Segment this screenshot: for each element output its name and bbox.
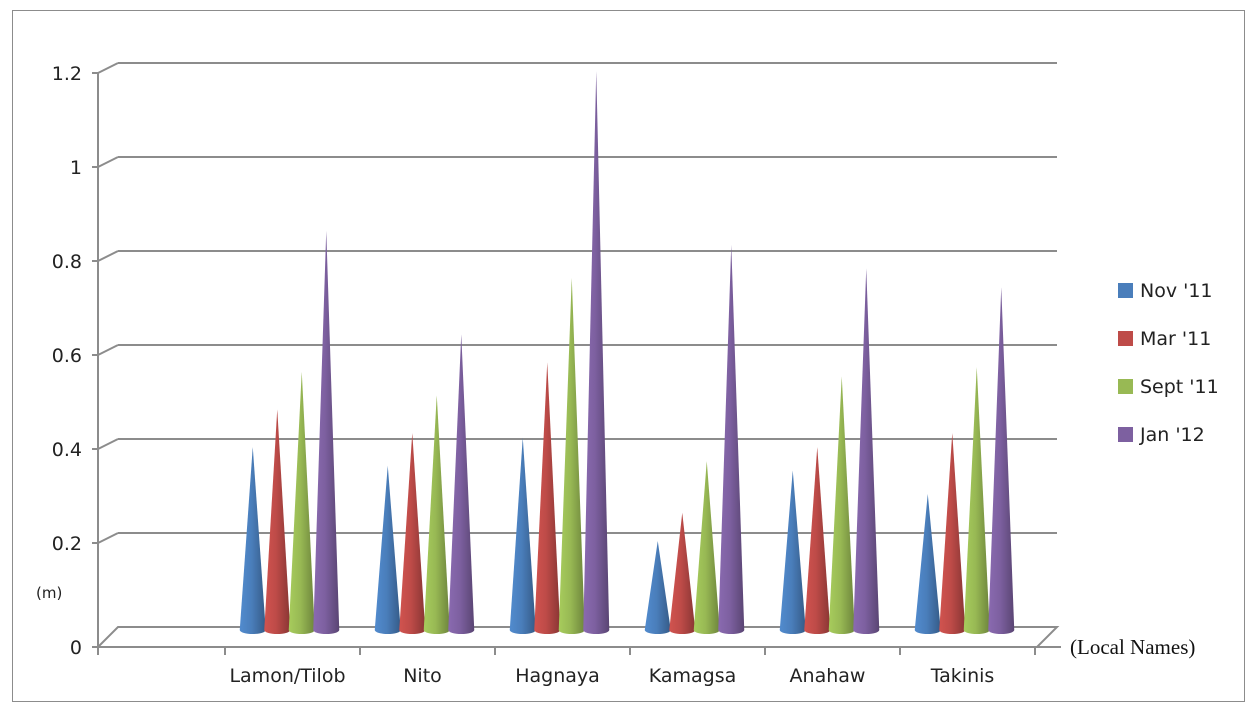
cone-0-1 xyxy=(264,409,291,634)
cone-5-2 xyxy=(963,367,990,634)
cone-1-0 xyxy=(374,465,401,634)
legend-entry: Sept '11 xyxy=(1140,376,1219,398)
category-label: Anahaw xyxy=(790,665,866,687)
cone-mark xyxy=(669,512,696,634)
legend-swatch xyxy=(1118,427,1133,442)
cone-0-3 xyxy=(313,230,340,635)
category-label: Takinis xyxy=(930,665,995,687)
y-tick-label: 0.2 xyxy=(52,533,82,555)
cone-mark xyxy=(534,362,561,634)
y-tick-label: 1.2 xyxy=(52,63,82,85)
cone-1-3 xyxy=(448,334,475,634)
category-label: Nito xyxy=(403,665,442,687)
cone-1-2 xyxy=(423,395,450,634)
legend-entry: Nov '11 xyxy=(1140,280,1213,302)
cone-mark xyxy=(718,244,745,634)
y-tick-label: 0.8 xyxy=(52,251,82,273)
gridline-depth xyxy=(97,344,119,356)
cone-mark xyxy=(558,277,585,634)
cone-mark xyxy=(423,395,450,634)
gridline-depth xyxy=(97,438,119,450)
chart-walls xyxy=(95,73,1061,655)
cone-4-2 xyxy=(828,376,855,634)
cone-mark xyxy=(693,461,720,634)
cone-mark xyxy=(374,465,401,634)
cone-mark xyxy=(644,541,671,634)
cone-3-2 xyxy=(693,461,720,634)
cone-3-0 xyxy=(644,541,671,634)
y-axis-unit-label: (m) xyxy=(36,584,62,602)
cone-4-3 xyxy=(853,268,880,634)
cone-5-1 xyxy=(939,432,966,634)
cone-mark xyxy=(853,268,880,634)
gridline-depth xyxy=(97,156,119,168)
category-label: Hagnaya xyxy=(515,665,600,687)
cone-2-3 xyxy=(583,71,610,634)
cone-5-3 xyxy=(988,287,1015,634)
cone-mark xyxy=(448,334,475,634)
cone-2-2 xyxy=(558,277,585,634)
cone-mark xyxy=(828,376,855,634)
legend: Nov '11 Mar '11 Sept '11 Jan '12 xyxy=(1118,280,1219,446)
cone-mark xyxy=(583,71,610,634)
x-axis-unit-label: (Local Names) xyxy=(1070,635,1195,659)
legend-swatch xyxy=(1118,331,1133,346)
cone-5-0 xyxy=(914,494,941,634)
cone-mark xyxy=(804,447,831,634)
cone-mark xyxy=(264,409,291,634)
cone-4-0 xyxy=(779,470,806,634)
cone-mark xyxy=(509,437,536,634)
gridline-depth xyxy=(97,250,119,262)
cone-mark xyxy=(399,432,426,634)
category-label: Lamon/Tilob xyxy=(229,665,345,687)
category-label: Kamagsa xyxy=(649,665,737,687)
gridlines xyxy=(97,62,1057,544)
cone-mark xyxy=(779,470,806,634)
cone-0-2 xyxy=(288,371,315,634)
cone-series xyxy=(239,71,1015,635)
cone-3-1 xyxy=(669,512,696,634)
cone-mark xyxy=(288,371,315,634)
category-labels: Lamon/Tilob Nito Hagnaya Kamagsa Anahaw Takin… xyxy=(229,665,994,687)
y-tick-label: 0.4 xyxy=(52,439,82,461)
cone-1-1 xyxy=(399,432,426,634)
gridline-depth xyxy=(97,62,119,74)
cone-2-1 xyxy=(534,362,561,634)
cone-mark xyxy=(914,494,941,634)
y-tick-labels: 0 0.2 0.4 0.6 0.8 1 1.2 xyxy=(52,63,98,659)
cone-mark xyxy=(988,287,1015,634)
cone-0-0 xyxy=(239,447,266,634)
cone-4-1 xyxy=(804,447,831,634)
cone-2-0 xyxy=(509,437,536,634)
cone-mark xyxy=(939,432,966,634)
y-tick-label: 1 xyxy=(70,157,82,179)
y-tick-label: 0 xyxy=(70,637,82,659)
legend-entry: Jan '12 xyxy=(1139,424,1205,446)
cone-mark xyxy=(313,230,340,635)
cone-mark xyxy=(239,447,266,634)
y-tick-label: 0.6 xyxy=(52,345,82,367)
cone-3-3 xyxy=(718,244,745,634)
legend-entry: Mar '11 xyxy=(1140,328,1211,350)
gridline-depth xyxy=(97,532,119,544)
chart-frame xyxy=(12,10,1245,702)
legend-swatch xyxy=(1118,379,1133,394)
cone-mark xyxy=(963,367,990,634)
legend-swatch xyxy=(1118,283,1133,298)
